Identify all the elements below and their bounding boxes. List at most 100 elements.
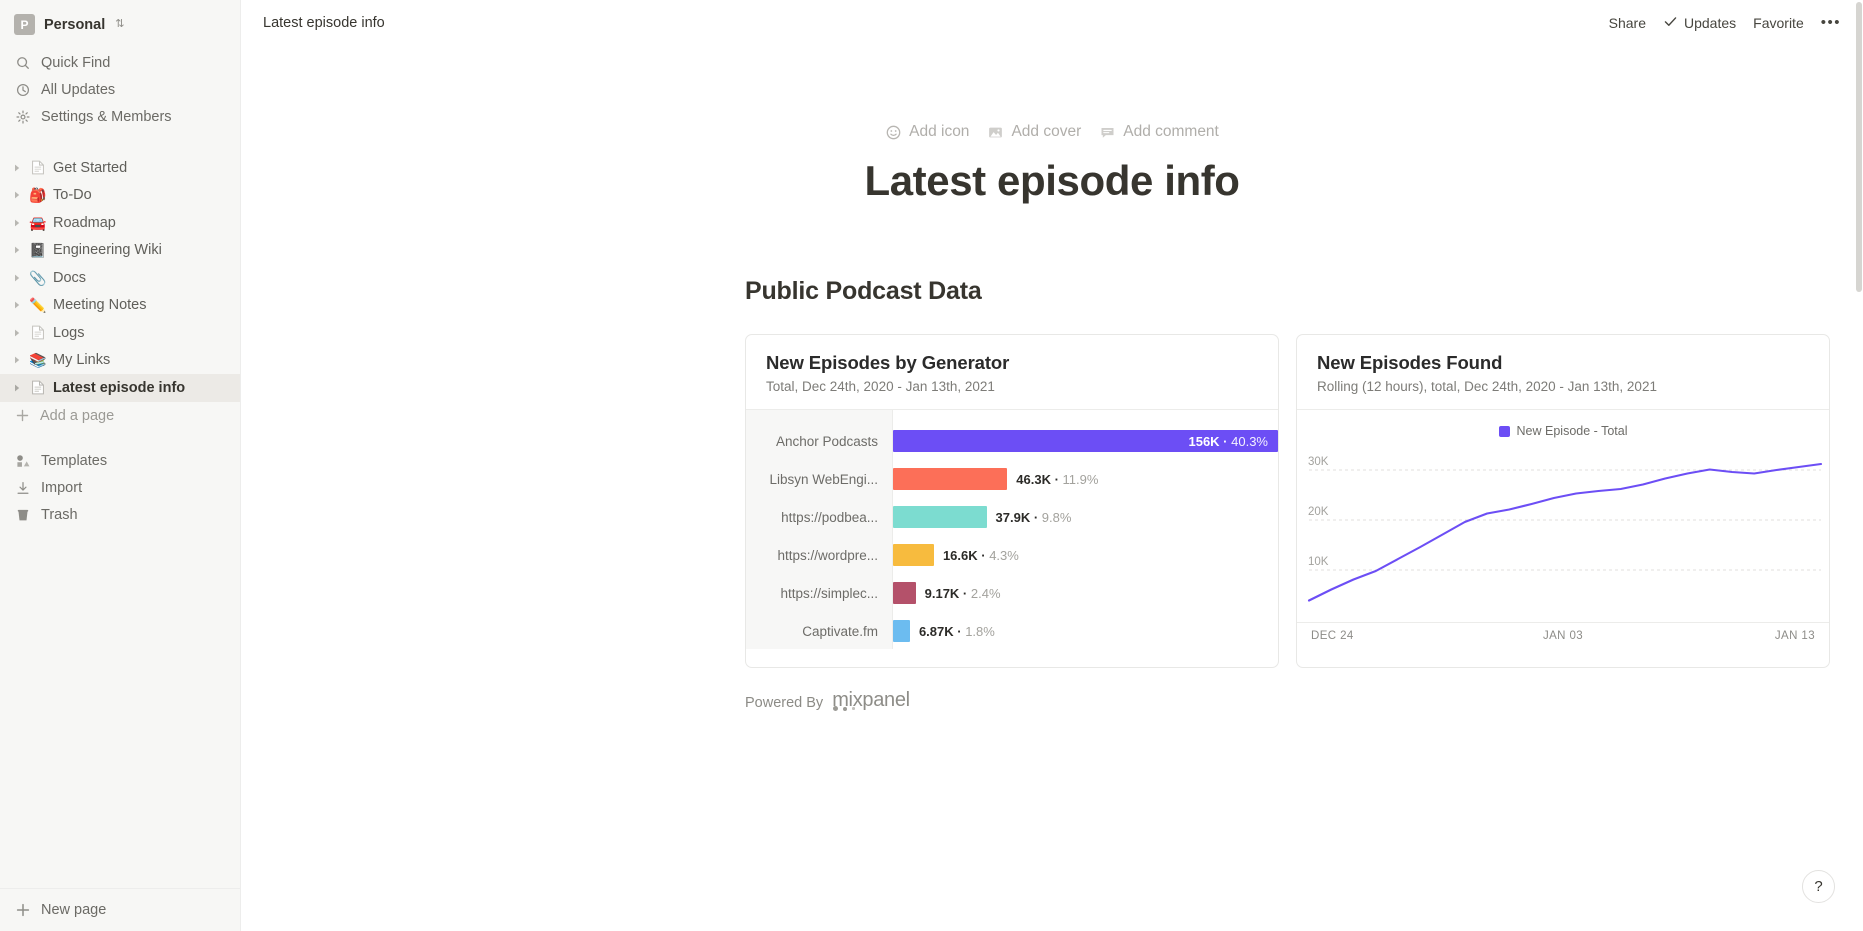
new-page-button[interactable]: New page — [0, 889, 240, 931]
sidebar-item-import[interactable]: Import — [0, 475, 240, 502]
page-title[interactable]: Latest episode info — [864, 157, 1240, 204]
workspace-switcher[interactable]: P Personal ⇅ — [0, 2, 240, 47]
bar-category-label: Libsyn WebEngi... — [769, 471, 878, 487]
favorite-button[interactable]: Favorite — [1753, 14, 1804, 31]
page-icon — [29, 160, 47, 175]
bar-chart-card: New Episodes by Generator Total, Dec 24t… — [745, 334, 1279, 668]
x-axis-tick-label: JAN 13 — [1774, 630, 1815, 642]
add-a-page-button[interactable]: Add a page — [0, 402, 240, 430]
add-comment-button[interactable]: Add comment — [1099, 123, 1219, 141]
line-chart-subtitle: Rolling (12 hours), total, Dec 24th, 202… — [1317, 379, 1657, 394]
updates-button[interactable]: Updates — [1663, 14, 1736, 32]
x-axis-tick-label: DEC 24 — [1311, 630, 1354, 642]
chevron-right-icon[interactable] — [10, 329, 23, 337]
page-icon — [29, 380, 47, 395]
sidebar-primary-nav: Quick Find All Updates Settings & Member… — [0, 47, 240, 130]
bar-fill — [893, 544, 934, 566]
sidebar-item-templates[interactable]: Templates — [0, 448, 240, 475]
sidebar-item-trash[interactable]: Trash — [0, 502, 240, 529]
chevron-right-icon[interactable] — [10, 356, 23, 364]
bar-category-label: https://wordpre... — [777, 547, 878, 563]
line-chart-svg — [1307, 462, 1823, 602]
scrollbar-thumb[interactable] — [1856, 2, 1862, 292]
sidebar-page-label: Latest episode info — [53, 379, 186, 396]
mixpanel-logo: mixpanel — [832, 690, 910, 711]
powered-by: Powered By mixpanel — [745, 690, 1863, 711]
sidebar-page-label: Meeting Notes — [53, 297, 147, 314]
bar-row[interactable]: 46.3K · 11.9% — [893, 460, 1278, 498]
line-chart-card: New Episodes Found Rolling (12 hours), t… — [1296, 334, 1830, 668]
sidebar-page-my-links[interactable]: 📚 My Links — [0, 347, 240, 375]
section-heading[interactable]: Public Podcast Data — [745, 277, 982, 305]
chevron-right-icon[interactable] — [10, 301, 23, 309]
sidebar-page-label: Engineering Wiki — [53, 242, 162, 259]
bar-row[interactable]: 9.17K · 2.4% — [893, 574, 1278, 612]
chevron-right-icon[interactable] — [10, 164, 23, 172]
sidebar-item-quick-find[interactable]: Quick Find — [0, 49, 240, 76]
sidebar-page-roadmap[interactable]: 🚘 Roadmap — [0, 209, 240, 237]
main-content: Latest episode info Share Updates Favori… — [241, 0, 1863, 931]
chevron-right-icon[interactable] — [10, 191, 23, 199]
chevron-right-icon[interactable] — [10, 219, 23, 227]
sidebar-spacer-2 — [0, 430, 240, 446]
bar-chart-body: Anchor Podcasts Libsyn WebEngi... https://… — [746, 410, 1278, 649]
x-axis-tick-label: JAN 03 — [1542, 630, 1584, 642]
bar-row[interactable]: 156K · 40.3% — [893, 422, 1278, 460]
sidebar-page-list: Get Started 🎒 To-Do 🚘 Roadmap 📓 Engineer… — [0, 152, 240, 430]
scrollbar-track[interactable] — [1855, 0, 1863, 931]
plus-icon — [14, 407, 31, 424]
sidebar-item-label: Settings & Members — [41, 108, 172, 125]
sidebar-page-meeting-notes[interactable]: ✏️ Meeting Notes — [0, 292, 240, 320]
gear-icon — [14, 108, 31, 125]
sidebar-page-get-started[interactable]: Get Started — [0, 154, 240, 182]
bar-chart-header: New Episodes by Generator Total, Dec 24t… — [746, 335, 1278, 410]
add-icon-button[interactable]: Add icon — [885, 123, 969, 141]
bar-row[interactable]: 16.6K · 4.3% — [893, 536, 1278, 574]
sidebar-page-label: Roadmap — [53, 214, 116, 231]
sidebar-page-latest-episode-info[interactable]: Latest episode info — [0, 374, 240, 402]
sidebar-page-engineering-wiki[interactable]: 📓 Engineering Wiki — [0, 237, 240, 265]
sidebar-item-label: All Updates — [41, 81, 116, 98]
bar-category-label: Captivate.fm — [802, 623, 878, 639]
sidebar-item-label: Templates — [41, 453, 108, 469]
import-icon — [14, 480, 31, 497]
sidebar-page-logs[interactable]: Logs — [0, 319, 240, 347]
bar-row[interactable]: 37.9K · 9.8% — [893, 498, 1278, 536]
templates-icon — [14, 453, 31, 470]
sidebar-page-label: Get Started — [53, 159, 128, 176]
breadcrumb[interactable]: Latest episode info — [263, 14, 385, 31]
bar-category-label: Anchor Podcasts — [775, 433, 878, 449]
bar-chart-title: New Episodes by Generator — [766, 352, 1010, 373]
chevron-right-icon[interactable] — [10, 274, 23, 282]
add-icon-label: Add icon — [909, 123, 970, 140]
sidebar-tools: Templates Import Trash — [0, 446, 240, 529]
sidebar-page-label: My Links — [53, 352, 111, 369]
y-axis-tick-label: 30K — [1308, 456, 1329, 468]
bar-chart-plot: 156K · 40.3% 46.3K · 11.9% 37.9K · 9.8% 16.… — [893, 410, 1278, 649]
sidebar-page-label: To-Do — [53, 187, 92, 204]
sidebar-page-docs[interactable]: 📎 Docs — [0, 264, 240, 292]
bar-fill — [893, 582, 916, 604]
chevron-right-icon[interactable] — [10, 384, 23, 392]
page-meta-actions: Add icon Add cover Add comment — [241, 123, 1863, 141]
add-cover-button[interactable]: Add cover — [987, 123, 1081, 141]
trash-icon — [14, 507, 31, 524]
more-options-button[interactable]: ••• — [1820, 14, 1841, 31]
sidebar-item-all-updates[interactable]: All Updates — [0, 76, 240, 103]
bar-category-label: https://podbea... — [781, 509, 878, 525]
share-button[interactable]: Share — [1608, 14, 1646, 31]
bar-row[interactable]: 6.87K · 1.8% — [893, 612, 1278, 650]
plus-icon — [14, 902, 31, 919]
image-icon — [987, 124, 1004, 141]
sidebar-page-to-do[interactable]: 🎒 To-Do — [0, 182, 240, 210]
bar-value-label: 46.3K · 11.9% — [1016, 471, 1099, 487]
chevron-right-icon[interactable] — [10, 246, 23, 254]
legend-label: New Episode - Total — [1516, 424, 1628, 438]
bar-fill: 156K · 40.3% — [893, 430, 1278, 452]
sidebar-page-label: Docs — [53, 269, 87, 286]
page-icon — [29, 325, 47, 340]
charts-row: New Episodes by Generator Total, Dec 24t… — [745, 334, 1863, 668]
line-chart-header: New Episodes Found Rolling (12 hours), t… — [1297, 335, 1829, 410]
sidebar-item-settings-members[interactable]: Settings & Members — [0, 103, 240, 130]
help-button[interactable]: ? — [1802, 870, 1835, 903]
